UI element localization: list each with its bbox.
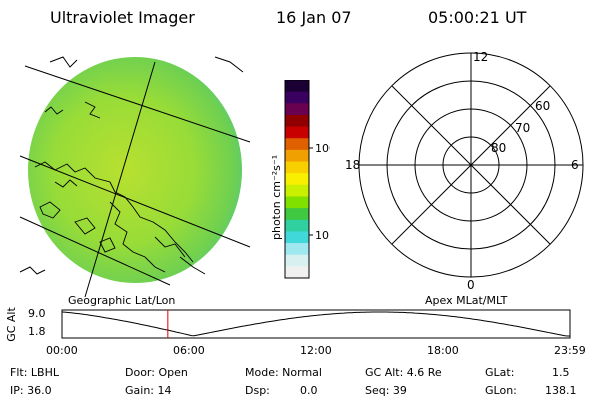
polar-panel: 12 18 6 0 60 70 80: [345, 50, 584, 292]
polar-panel-label: Apex MLat/MLT: [425, 294, 508, 307]
colorbar-swatch: [285, 184, 309, 197]
colorbar-swatch: [285, 254, 309, 267]
mode-label: Mode: Normal: [245, 366, 322, 379]
colorbar-swatch: [285, 114, 309, 128]
geo-panel-label: Geographic Lat/Lon: [68, 294, 176, 307]
ip-label: IP: 36.0: [10, 384, 52, 397]
geographic-image-panel: [19, 56, 251, 297]
altitude-ytick-bottom: 1.8: [28, 325, 46, 338]
dsp-value: 0.0: [300, 384, 318, 397]
filter-label: Flt: LBHL: [10, 366, 59, 379]
altitude-xtick: 06:00: [173, 344, 205, 357]
outer-coast-fragments: [19, 56, 244, 275]
colorbar-swatch: [285, 126, 309, 139]
dsp-label: Dsp:: [245, 384, 270, 397]
colorbar-swatch: [285, 80, 309, 93]
colorbar-swatch: [285, 208, 309, 221]
colorbar-swatch: [285, 243, 309, 256]
glon-label: GLon:: [485, 384, 517, 397]
color-bar-stripes: [285, 80, 309, 279]
lat-70-label: 70: [515, 121, 530, 135]
grid-lines: [19, 61, 251, 297]
color-bar: 100 10 photon cm⁻²s⁻¹: [270, 80, 330, 279]
altitude-xtick: 00:00: [46, 344, 78, 357]
lat-60-label: 60: [535, 99, 550, 113]
seq-label: Seq: 39: [365, 384, 407, 397]
mlt-18-label: 18: [345, 158, 360, 172]
altitude-xtick: 23:59: [554, 344, 586, 357]
mlt-0-label: 0: [467, 278, 475, 292]
instrument-title: Ultraviolet Imager: [50, 8, 195, 27]
globe-image: [28, 57, 242, 283]
mlt-6-label: 6: [571, 158, 579, 172]
colorbar-swatch: [285, 266, 309, 279]
altitude-xtick: 18:00: [427, 344, 459, 357]
gc-alt-label: GC Alt: 4.6 Re: [365, 366, 442, 379]
colorbar-tick-100: 100: [315, 142, 330, 155]
colorbar-swatch: [285, 196, 309, 209]
lat-80-label: 80: [491, 141, 506, 155]
colorbar-tick-10: 10: [315, 229, 329, 242]
date-label: 16 Jan 07: [276, 8, 352, 27]
altitude-plot: [61, 309, 571, 339]
time-label: 05:00:21 UT: [428, 8, 527, 27]
altitude-plot-frame: [61, 309, 571, 339]
colorbar-swatch: [285, 161, 309, 174]
glat-value: 1.5: [552, 366, 570, 379]
colorbar-swatch: [285, 219, 309, 232]
colorbar-swatch: [285, 149, 309, 163]
colorbar-swatch: [285, 91, 309, 104]
colorbar-swatch: [285, 138, 309, 151]
glon-value: 138.1: [545, 384, 577, 397]
glat-label: GLat:: [485, 366, 515, 379]
altitude-curve: [61, 311, 570, 337]
door-label: Door: Open: [125, 366, 188, 379]
colorbar-swatch: [285, 103, 309, 116]
altitude-xtick: 12:00: [300, 344, 332, 357]
altitude-ytick-top: 9.0: [28, 307, 46, 320]
coastlines: [34, 101, 194, 273]
altitude-ylabel: GC Alt: [4, 307, 18, 342]
colorbar-swatch: [285, 173, 309, 186]
colorbar-swatch: [285, 231, 309, 244]
colorbar-unit-label: photon cm⁻²s⁻¹: [270, 155, 283, 240]
gain-label: Gain: 14: [125, 384, 172, 397]
mlt-12-label: 12: [473, 50, 488, 64]
